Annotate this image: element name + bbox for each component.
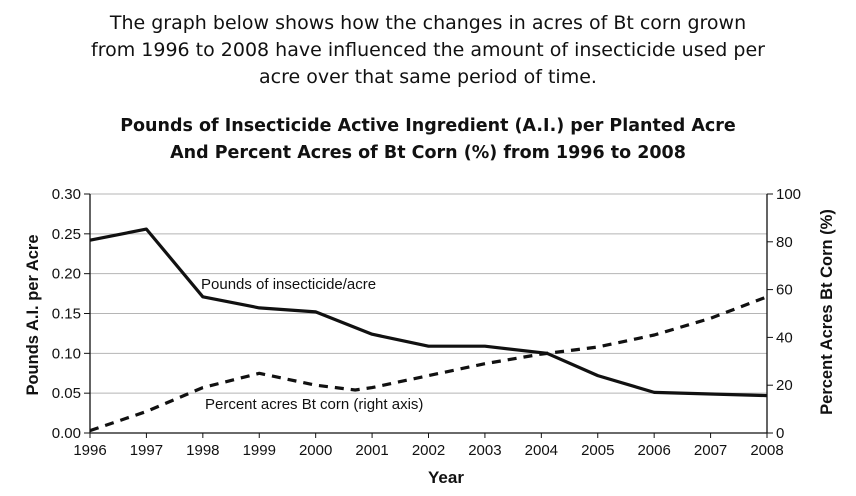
y-axis-left-label: Pounds A.I. per Acre xyxy=(24,234,42,395)
x-tick-label: 2003 xyxy=(468,442,501,459)
x-tick-label: 1996 xyxy=(73,442,106,459)
chart-title-line-1: Pounds of Insecticide Active Ingredient … xyxy=(120,116,736,136)
y-right-tick-label: 0 xyxy=(776,425,784,442)
intro-line-1: The graph below shows how the changes in… xyxy=(109,12,747,34)
x-tick-label: 2004 xyxy=(525,442,558,459)
x-tick-label: 1999 xyxy=(243,442,276,459)
series-line-bt-corn xyxy=(89,295,768,433)
x-tick-label: 1997 xyxy=(130,442,163,459)
x-tick-label: 2000 xyxy=(299,442,332,459)
x-tick-label: 2008 xyxy=(750,442,783,459)
chart-title: Pounds of Insecticide Active Ingredient … xyxy=(0,113,856,167)
y-right-tick-label: 80 xyxy=(776,234,793,251)
series-label-insecticide: Pounds of insecticide/acre xyxy=(201,276,376,293)
y-right-tick-label: 40 xyxy=(776,329,793,346)
y-left-tick-label: 0.05 xyxy=(52,385,81,402)
intro-line-2: from 1996 to 2008 have influenced the am… xyxy=(91,39,765,61)
x-tick-label: 2002 xyxy=(412,442,445,459)
x-tick-label: 2001 xyxy=(355,442,388,459)
x-axis-label: Year xyxy=(428,468,464,487)
x-tick-label: 2006 xyxy=(637,442,670,459)
x-tick-label: 1998 xyxy=(186,442,219,459)
series xyxy=(89,227,768,433)
y-left-tick-label: 0.20 xyxy=(52,266,81,283)
x-tick-label: 2005 xyxy=(581,442,614,459)
intro-line-3: acre over that same period of time. xyxy=(259,66,597,88)
y-right-tick-label: 60 xyxy=(776,282,793,299)
y-right-tick-label: 100 xyxy=(776,186,801,203)
y-left-tick-label: 0.30 xyxy=(52,186,81,203)
y-right-tick-label: 20 xyxy=(776,377,793,394)
x-tick-label: 2007 xyxy=(694,442,727,459)
y-axis-right-label: Percent Acres Bt Corn (%) xyxy=(818,209,836,415)
ticks: 0.00 0.05 0.10 0.15 0.20 0.25 0.30 0 20 40 60 80 100… xyxy=(52,186,801,459)
y-left-tick-label: 0.00 xyxy=(52,425,81,442)
y-left-tick-label: 0.10 xyxy=(52,345,81,362)
chart-title-line-2: And Percent Acres of Bt Corn (%) from 19… xyxy=(170,143,686,163)
y-left-tick-label: 0.15 xyxy=(52,306,81,323)
series-label-bt-corn: Percent acres Bt corn (right axis) xyxy=(205,396,423,413)
grid-lines xyxy=(90,193,767,394)
intro-text: The graph below shows how the changes in… xyxy=(0,10,856,91)
series-line-insecticide xyxy=(89,227,768,398)
y-left-tick-label: 0.25 xyxy=(52,226,81,243)
